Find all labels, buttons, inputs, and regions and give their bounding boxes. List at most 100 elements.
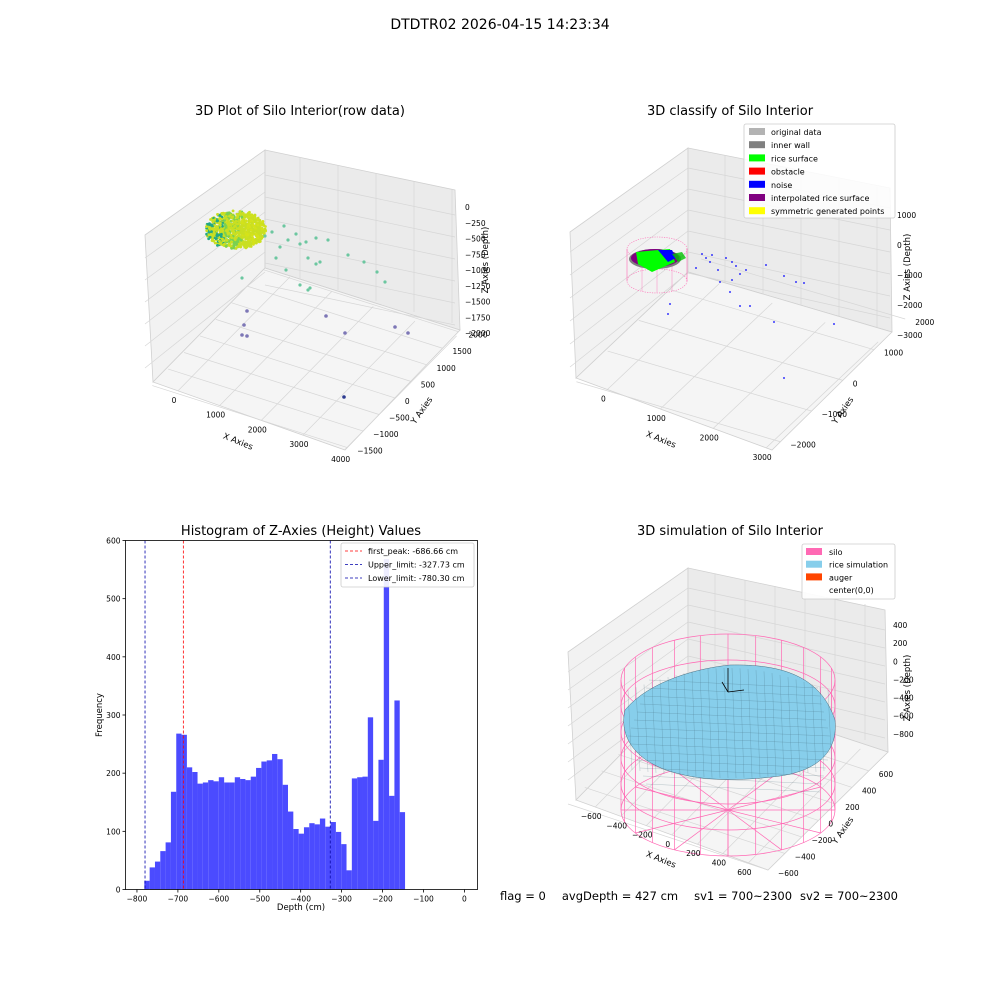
histogram-bar: [154, 861, 161, 890]
panel1-xtick: 3000: [289, 440, 308, 449]
panel1-scan-point: [211, 235, 214, 239]
panel2-legend-swatch: [749, 141, 765, 149]
panel2-noise-point: [669, 303, 671, 305]
panel1-ticks: 01000200030004000−1500−1000−500050010001…: [172, 203, 491, 464]
panel1-scan-point: [260, 227, 263, 231]
histogram-bar: [261, 761, 267, 890]
panel1-scan-point: [224, 215, 228, 218]
panel1-ytick: 1000: [437, 364, 456, 373]
histogram-bar: [170, 791, 177, 890]
panel1-scan-point: [326, 238, 330, 242]
panel1-scan-point: [362, 260, 366, 264]
panel2-noise-point: [765, 264, 767, 266]
panel1-ytick: −1500: [357, 447, 383, 456]
panel2-noise-point: [745, 269, 747, 271]
panel1-scan-point: [242, 323, 246, 327]
panel4-ztick: −600: [893, 712, 914, 721]
panel4-xlabel: X Axies: [644, 850, 677, 871]
histogram-legend: first_peak: -686.66 cm Upper_limit: -327.…: [340, 542, 475, 588]
panel1-scan-point: [256, 223, 260, 227]
histogram-bar: [330, 822, 336, 890]
panel2-noise-point: [731, 279, 733, 281]
panel1-scan-point: [209, 218, 212, 221]
histogram-bar: [218, 777, 225, 890]
panel1-scan-point: [262, 230, 266, 234]
histogram-bar: [208, 780, 214, 890]
panel1-scan-point: [263, 234, 267, 238]
histogram-legend-label: first_peak: -686.66 cm: [368, 547, 458, 556]
panel1-scan-point: [209, 232, 213, 236]
panel1-scan-point: [306, 288, 310, 292]
panel2-ticks: 0 1000 2000 3000 −2000 −1000 0 1000 2000 1000 0 −10…: [601, 211, 935, 462]
panel1-scan-point: [232, 244, 236, 248]
panel4-legend-label: rice simulation: [829, 561, 888, 570]
panel1-scan-point: [245, 334, 249, 338]
histogram-ytick: 400: [106, 653, 121, 662]
panel4-ytick: −400: [795, 852, 816, 861]
histogram-bar: [213, 781, 219, 890]
status-flag: flag = 0: [500, 889, 546, 903]
panel1-scan-point: [240, 227, 243, 231]
panel1-scan-point: [233, 224, 237, 228]
panel1-scan-point: [240, 215, 244, 219]
panel1-scan-point: [260, 235, 264, 239]
panel1-scan-point: [252, 240, 256, 244]
panel1-points: [205, 209, 410, 399]
panel1-scan-point: [258, 218, 262, 222]
histogram-bar: [394, 700, 400, 890]
histogram-bar: [266, 760, 273, 890]
panel1-scan-point: [215, 234, 219, 238]
histogram-ytick: 100: [106, 827, 121, 836]
panel1-scan-point: [282, 224, 286, 228]
histogram-bar: [202, 782, 209, 890]
panel4-xtick: 0: [665, 840, 670, 849]
histogram-bar: [240, 778, 246, 890]
panel1-scan-point: [318, 260, 322, 264]
panel1-scan-point: [314, 262, 318, 266]
histogram-xticks: −800 −700 −600 −500 −400 −300 −200 −100 0: [127, 889, 467, 904]
panel4-ytick: 200: [845, 803, 860, 812]
panel1-scan-point: [230, 246, 234, 250]
histogram-xtick: −300: [331, 895, 352, 904]
histogram-bar: [256, 767, 262, 890]
histogram-bar: [197, 783, 203, 890]
panel4-ztick: 400: [893, 621, 908, 630]
histogram-xtick: 0: [462, 895, 467, 904]
panel1-scan-point: [208, 226, 211, 229]
panel4-xtick: −200: [632, 831, 653, 840]
panel1-scan-point: [215, 219, 219, 223]
panel4-ztick: −800: [893, 730, 914, 739]
panel1-scan-point: [253, 226, 257, 230]
panel1-scan-point: [229, 240, 233, 244]
panel1-scan-point: [226, 232, 230, 235]
panel4-ylabel: Y Axies: [830, 815, 857, 847]
panel1-scan-point: [245, 213, 249, 217]
histogram-bar: [341, 844, 347, 890]
panel2-xtick: 0: [601, 395, 606, 404]
panel1-scan-point: [213, 228, 217, 231]
panel2-noise-point: [739, 273, 741, 275]
panel1-scan-point: [235, 216, 239, 220]
histogram-bar: [373, 820, 379, 890]
histogram-ytick: 0: [116, 886, 121, 895]
panel4-xtick: 200: [686, 849, 701, 858]
panel1-xtick: 4000: [331, 455, 350, 464]
panel1-scan-point: [208, 235, 212, 239]
panel1-scan-point: [242, 243, 246, 247]
panel1-scan-point: [228, 244, 232, 248]
histogram-bar: [224, 782, 230, 890]
panel1-ztick: −1000: [465, 266, 491, 275]
panel1-scan-point: [298, 283, 302, 287]
panel2-legend-label: rice surface: [771, 154, 818, 163]
panel1-scan-point: [210, 230, 213, 233]
panel2-legend: original data inner wall rice surface obsta…: [743, 123, 896, 219]
panel1-scan-point: [230, 236, 234, 239]
panel1-scan-point: [246, 233, 250, 237]
panel1-scan-point: [220, 218, 224, 221]
panel4-ytick: 600: [879, 770, 894, 779]
histogram-bar: [287, 811, 294, 890]
panel2-noise-point: [783, 377, 785, 379]
panel1-scan-point: [233, 236, 237, 240]
panel1-scan-point: [218, 230, 222, 233]
panel4-ytick: −200: [812, 836, 833, 845]
